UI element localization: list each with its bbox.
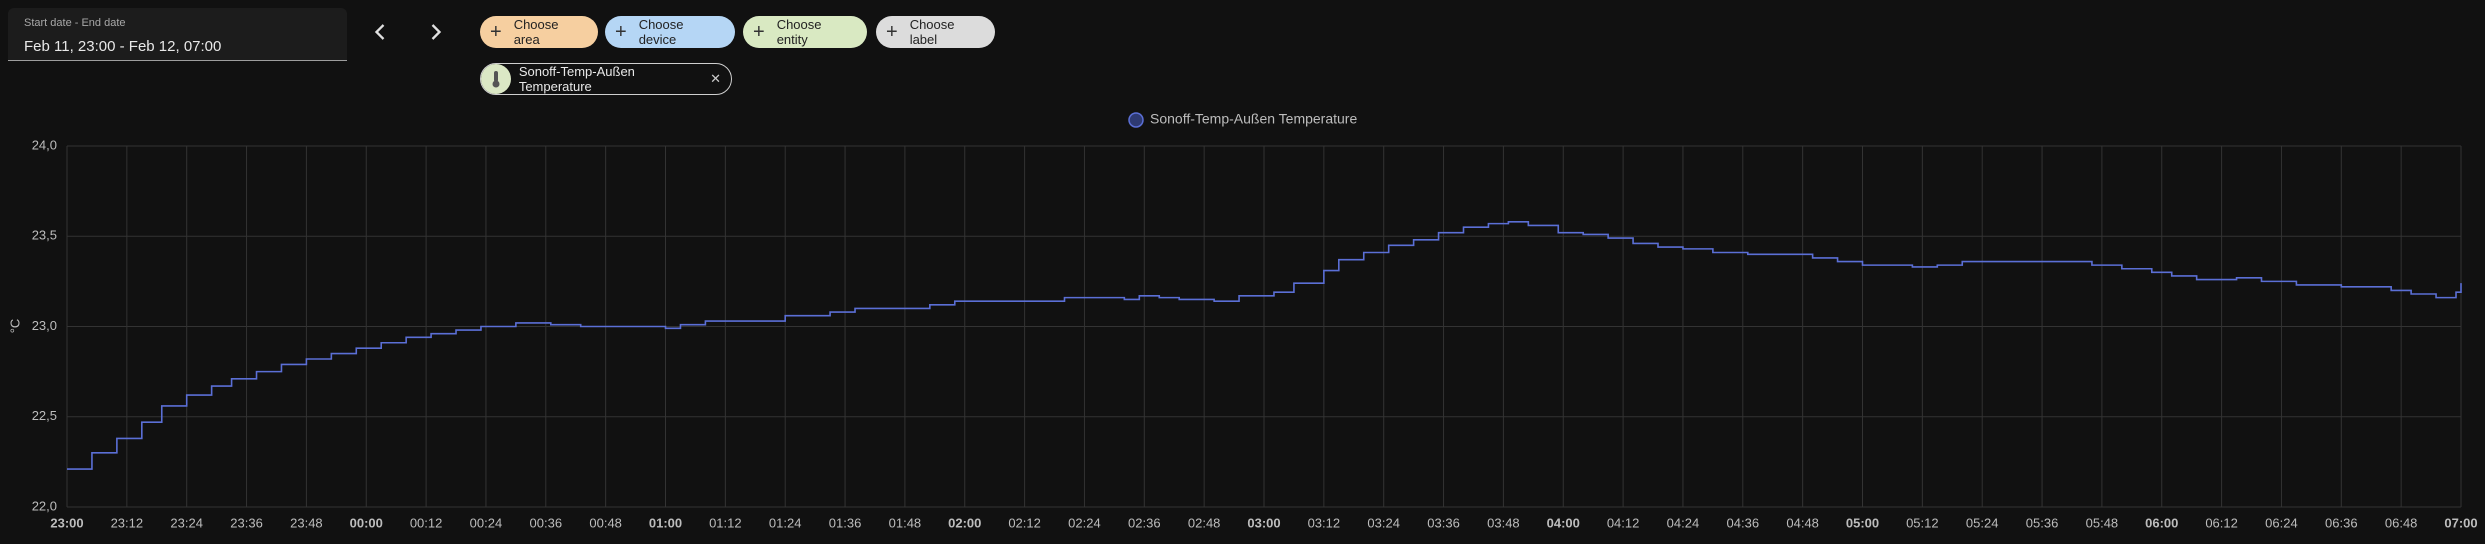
y-tick-label: 22,0 (32, 498, 57, 513)
x-tick-label: 06:36 (2325, 515, 2358, 530)
thermometer-icon (481, 64, 511, 94)
x-tick-label: 02:36 (1128, 515, 1161, 530)
x-tick-label: 05:48 (2086, 515, 2119, 530)
x-tick-label: 01:00 (649, 515, 682, 530)
chip-label: Choose entity (776, 17, 822, 47)
x-tick-label: 03:24 (1367, 515, 1400, 530)
y-tick-label: 23,0 (32, 318, 57, 333)
x-tick-label: 23:12 (111, 515, 144, 530)
plus-icon: + (615, 21, 627, 43)
x-tick-label: 00:00 (350, 515, 383, 530)
x-tick-label: 07:00 (2444, 515, 2477, 530)
chart: 22,0 22,5 23,0 23,5 24,0 23:00 23:12 23:24 23:36… (7, 111, 2477, 531)
x-tick-label: 04:48 (1786, 515, 1819, 530)
x-tick-label: 01:24 (769, 515, 802, 530)
chip-label: Choose label (909, 17, 955, 47)
x-tick-label: 04:24 (1667, 515, 1700, 530)
x-tick-label: 01:48 (889, 515, 922, 530)
x-tick-label: 00:24 (470, 515, 503, 530)
filter-chip[interactable]: + Choose device (605, 16, 735, 48)
x-tick-label: 02:12 (1008, 515, 1041, 530)
x-tick-label: 05:24 (1966, 515, 1999, 530)
x-tick-label: 05:36 (2026, 515, 2059, 530)
x-tick-label: 01:12 (709, 515, 742, 530)
x-tick-label: 04:12 (1607, 515, 1640, 530)
chip-label: Choose area (513, 17, 559, 47)
x-tick-label: 23:48 (290, 515, 323, 530)
y-tick-label: 24,0 (32, 137, 57, 152)
y-axis-label: °C (7, 319, 22, 334)
x-tick-label: 02:48 (1188, 515, 1221, 530)
x-tick-label: 05:00 (1846, 515, 1879, 530)
y-tick-label: 22,5 (32, 408, 57, 423)
x-tick-label: 00:48 (589, 515, 622, 530)
next-button[interactable] (422, 18, 450, 46)
plus-icon: + (753, 21, 765, 43)
x-tick-label: 02:24 (1068, 515, 1101, 530)
x-tick-label: 06:00 (2145, 515, 2178, 530)
plus-icon: + (490, 21, 502, 43)
date-picker[interactable]: Start date - End date Feb 11, 23:00 - Fe… (8, 8, 347, 61)
filter-chip[interactable]: + Choose entity (743, 16, 867, 48)
x-tick-label: 00:36 (530, 515, 563, 530)
x-tick-label: 02:00 (948, 515, 981, 530)
x-tick-label: 06:24 (2265, 515, 2298, 530)
legend-marker (1128, 112, 1144, 128)
x-tick-label: 03:00 (1247, 515, 1280, 530)
y-tick-label: 23,5 (32, 228, 57, 243)
entity-chip[interactable]: Sonoff-Temp-Außen Temperature ✕ (480, 63, 732, 95)
x-tick-label: 00:12 (410, 515, 443, 530)
plus-icon: + (886, 21, 898, 43)
remove-button[interactable]: ✕ (710, 71, 721, 86)
x-tick-label: 05:12 (1906, 515, 1939, 530)
x-tick-label: 03:48 (1487, 515, 1520, 530)
x-tick-label: 23:36 (230, 515, 263, 530)
entity-name: Sonoff-Temp-Außen Temperature (518, 64, 635, 94)
x-tick-label: 04:36 (1727, 515, 1760, 530)
x-tick-label: 06:12 (2205, 515, 2238, 530)
filter-chip[interactable]: + Choose label (876, 16, 995, 48)
temperature-line (67, 221, 2462, 470)
filter-chip[interactable]: + Choose area (480, 16, 598, 48)
x-tick-label: 04:00 (1547, 515, 1580, 530)
date-label: Start date - End date (24, 17, 126, 29)
x-tick-label: 23:00 (50, 515, 83, 530)
x-tick-label: 03:12 (1308, 515, 1341, 530)
x-tick-label: 06:48 (2385, 515, 2418, 530)
x-tick-label: 23:24 (170, 515, 203, 530)
chip-label: Choose device (638, 17, 684, 47)
date-value: Feb 11, 23:00 - Feb 12, 07:00 (24, 38, 222, 55)
x-tick-label: 03:36 (1427, 515, 1460, 530)
legend-label: Sonoff-Temp-Außen Temperature (1150, 111, 1357, 127)
prev-button[interactable] (366, 18, 394, 46)
x-tick-label: 01:36 (829, 515, 862, 530)
